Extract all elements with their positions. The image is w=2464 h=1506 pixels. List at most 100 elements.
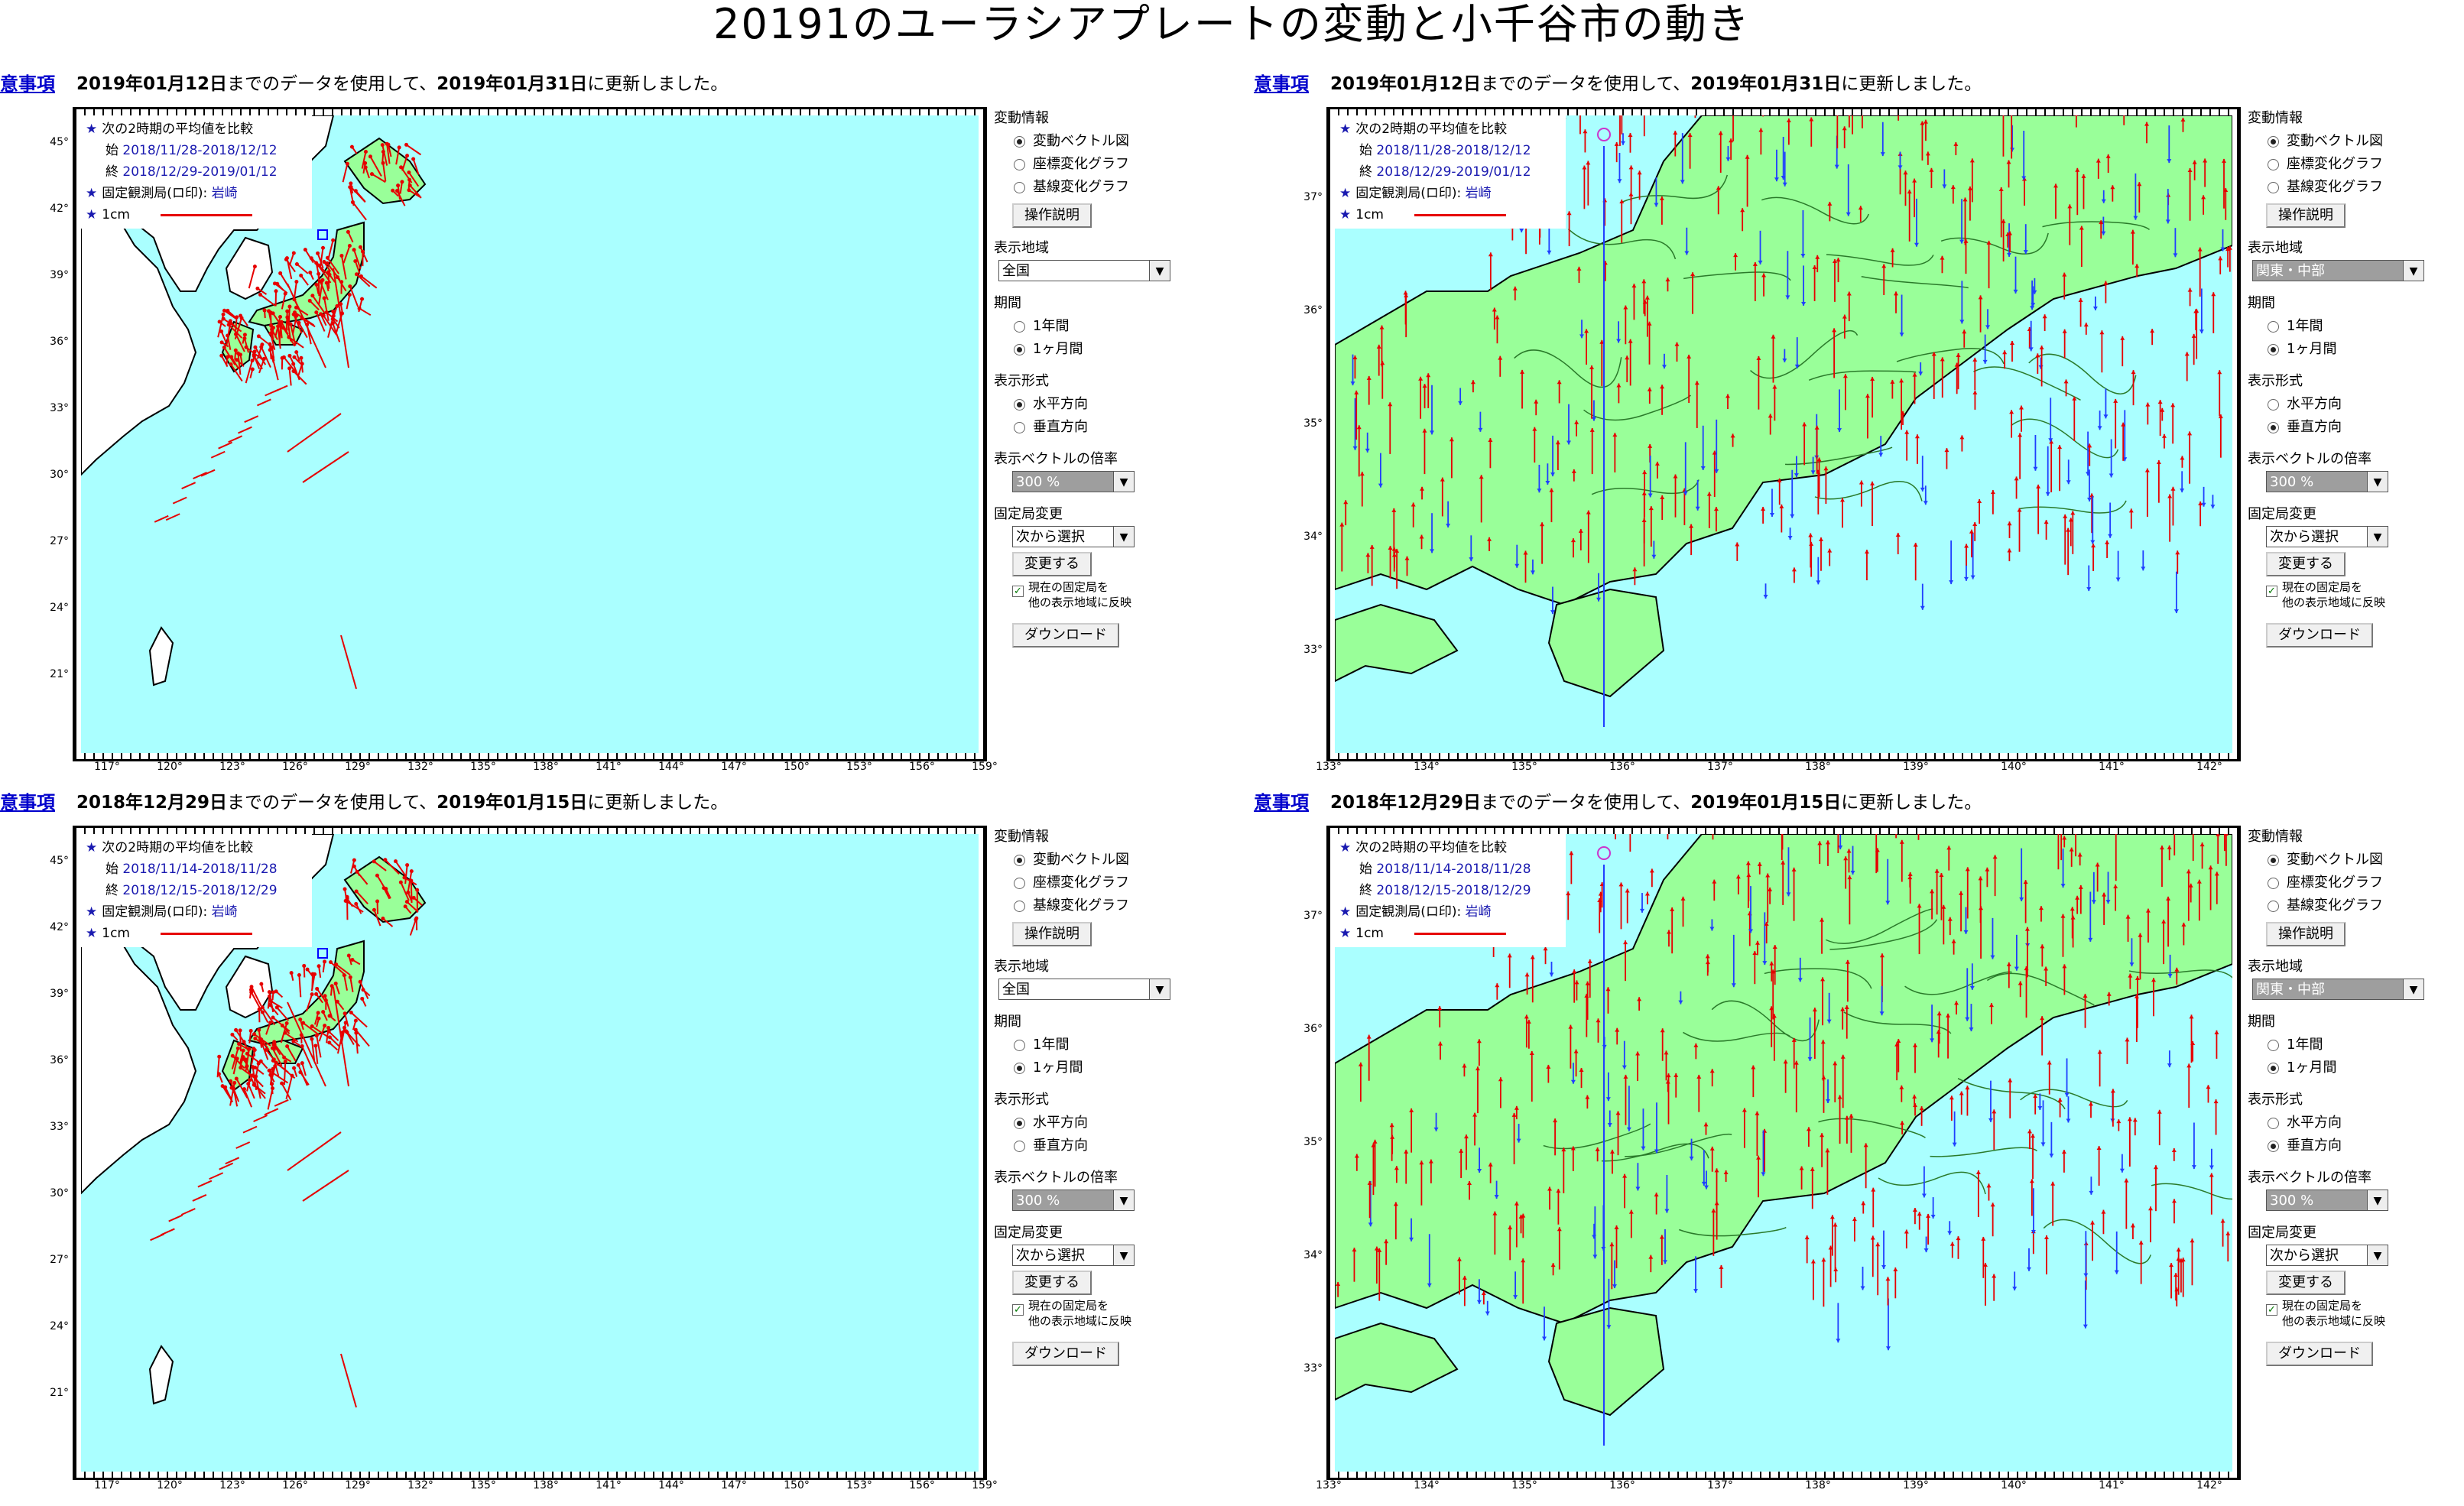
info-radio[interactable] [2268,901,2279,912]
period-option[interactable]: 1ヶ月間 [2268,338,2454,361]
info-option[interactable]: 基線変化グラフ [1014,894,1200,917]
apply-checkbox[interactable]: ✓ [1012,1304,1024,1316]
caution-link[interactable]: 意事項 [0,787,55,814]
info-radio[interactable] [1014,136,1025,148]
format-radio[interactable] [2268,1118,2279,1129]
period-radio[interactable] [2268,344,2279,355]
period-option[interactable]: 1ヶ月間 [2268,1056,2454,1079]
period-radio[interactable] [2268,321,2279,333]
format-option[interactable]: 水平方向 [1014,1112,1200,1134]
apply-checkbox[interactable]: ✓ [2266,1304,2277,1316]
info-radio[interactable] [1014,182,1025,193]
format-option[interactable]: 垂直方向 [1014,1134,1200,1157]
apply-checkbox[interactable]: ✓ [1012,586,1024,597]
format-radio[interactable] [1014,1141,1025,1152]
change-button[interactable]: 変更する [1012,1271,1092,1295]
period-option[interactable]: 1年間 [1014,1034,1200,1056]
info-radio[interactable] [1014,901,1025,912]
help-button[interactable]: 操作説明 [1012,922,1092,946]
vector-arrow [305,250,313,263]
help-button[interactable]: 操作説明 [2266,922,2346,946]
info-radio[interactable] [2268,855,2279,866]
help-button[interactable]: 操作説明 [1012,203,1092,228]
vector-head [1992,1274,1996,1278]
apply-checkbox[interactable]: ✓ [2266,586,2277,597]
region-select[interactable]: 全国▼ [998,260,1170,281]
info-option[interactable]: 座標変化グラフ [2268,871,2454,894]
info-option[interactable]: 変動ベクトル図 [2268,130,2454,153]
caution-link[interactable]: 意事項 [0,69,55,96]
vector-head [1991,490,1995,494]
period-radio[interactable] [1014,344,1025,355]
info-option[interactable]: 変動ベクトル図 [1014,849,1200,871]
caution-link[interactable]: 意事項 [1254,787,1309,814]
format-option[interactable]: 水平方向 [2268,1112,2454,1134]
period-option[interactable]: 1年間 [2268,1034,2454,1056]
format-radio[interactable] [1014,422,1025,433]
change-button[interactable]: 変更する [2266,552,2346,576]
change-button[interactable]: 変更する [2266,1271,2346,1295]
format-option[interactable]: 垂直方向 [2268,1134,2454,1157]
period-radio[interactable] [1014,1063,1025,1074]
format-option[interactable]: 水平方向 [1014,393,1200,416]
period-option[interactable]: 1年間 [2268,315,2454,338]
info-radio[interactable] [2268,136,2279,148]
info-radio[interactable] [1014,855,1025,866]
fixed-station-select[interactable]: 次から選択▼ [1012,1245,1135,1266]
caution-link[interactable]: 意事項 [1254,69,1309,96]
legend-start-label: 始 [106,143,118,158]
info-option[interactable]: 座標変化グラフ [2268,153,2454,176]
download-button[interactable]: ダウンロード [1012,1342,1119,1366]
vector-head [2131,370,2136,374]
info-radio[interactable] [1014,878,1025,889]
info-option[interactable]: 基線変化グラフ [1014,176,1200,199]
download-button[interactable]: ダウンロード [2266,623,2373,648]
info-radio[interactable] [1014,159,1025,170]
info-option[interactable]: 座標変化グラフ [1014,871,1200,894]
period-option[interactable]: 1ヶ月間 [1014,338,1200,361]
format-radio[interactable] [2268,422,2279,433]
scale-label: 表示ベクトルの倍率 [2248,1167,2454,1190]
change-button[interactable]: 変更する [1012,552,1092,576]
format-radio[interactable] [1014,1118,1025,1129]
format-radio[interactable] [1014,399,1025,411]
info-option[interactable]: 変動ベクトル図 [2268,849,2454,871]
period-option[interactable]: 1年間 [1014,315,1200,338]
fixed-station-select[interactable]: 次から選択▼ [2266,526,2388,547]
info-option[interactable]: 座標変化グラフ [1014,153,1200,176]
info-option[interactable]: 基線変化グラフ [2268,894,2454,917]
period-radio[interactable] [1014,1040,1025,1051]
fixed-station-select[interactable]: 次から選択▼ [1012,526,1135,547]
info-radio[interactable] [2268,878,2279,889]
vector-head [1859,480,1864,484]
download-button[interactable]: ダウンロード [1012,623,1119,648]
vector-head [2210,505,2215,508]
format-option[interactable]: 水平方向 [2268,393,2454,416]
region-select[interactable]: 関東・中部▼ [2252,979,2424,1000]
update-suffix: に更新しました。 [587,793,728,813]
vector-tip [253,265,257,268]
help-button[interactable]: 操作説明 [2266,203,2346,228]
vector-tip [352,858,356,862]
format-radio[interactable] [2268,1141,2279,1152]
format-option[interactable]: 垂直方向 [2268,416,2454,439]
format-option[interactable]: 垂直方向 [1014,416,1200,439]
info-radio[interactable] [2268,182,2279,193]
info-radio[interactable] [2268,159,2279,170]
region-select[interactable]: 全国▼ [998,979,1170,1000]
info-option[interactable]: 変動ベクトル図 [1014,130,1200,153]
info-option[interactable]: 基線変化グラフ [2268,176,2454,199]
period-radio[interactable] [2268,1040,2279,1051]
period-radio[interactable] [1014,321,1025,333]
period-option[interactable]: 1ヶ月間 [1014,1056,1200,1079]
download-button[interactable]: ダウンロード [2266,1342,2373,1366]
period-radio[interactable] [2268,1063,2279,1074]
format-radio[interactable] [2268,399,2279,411]
fixed-station-select[interactable]: 次から選択▼ [2266,1245,2388,1266]
region-select[interactable]: 関東・中部▼ [2252,260,2424,281]
